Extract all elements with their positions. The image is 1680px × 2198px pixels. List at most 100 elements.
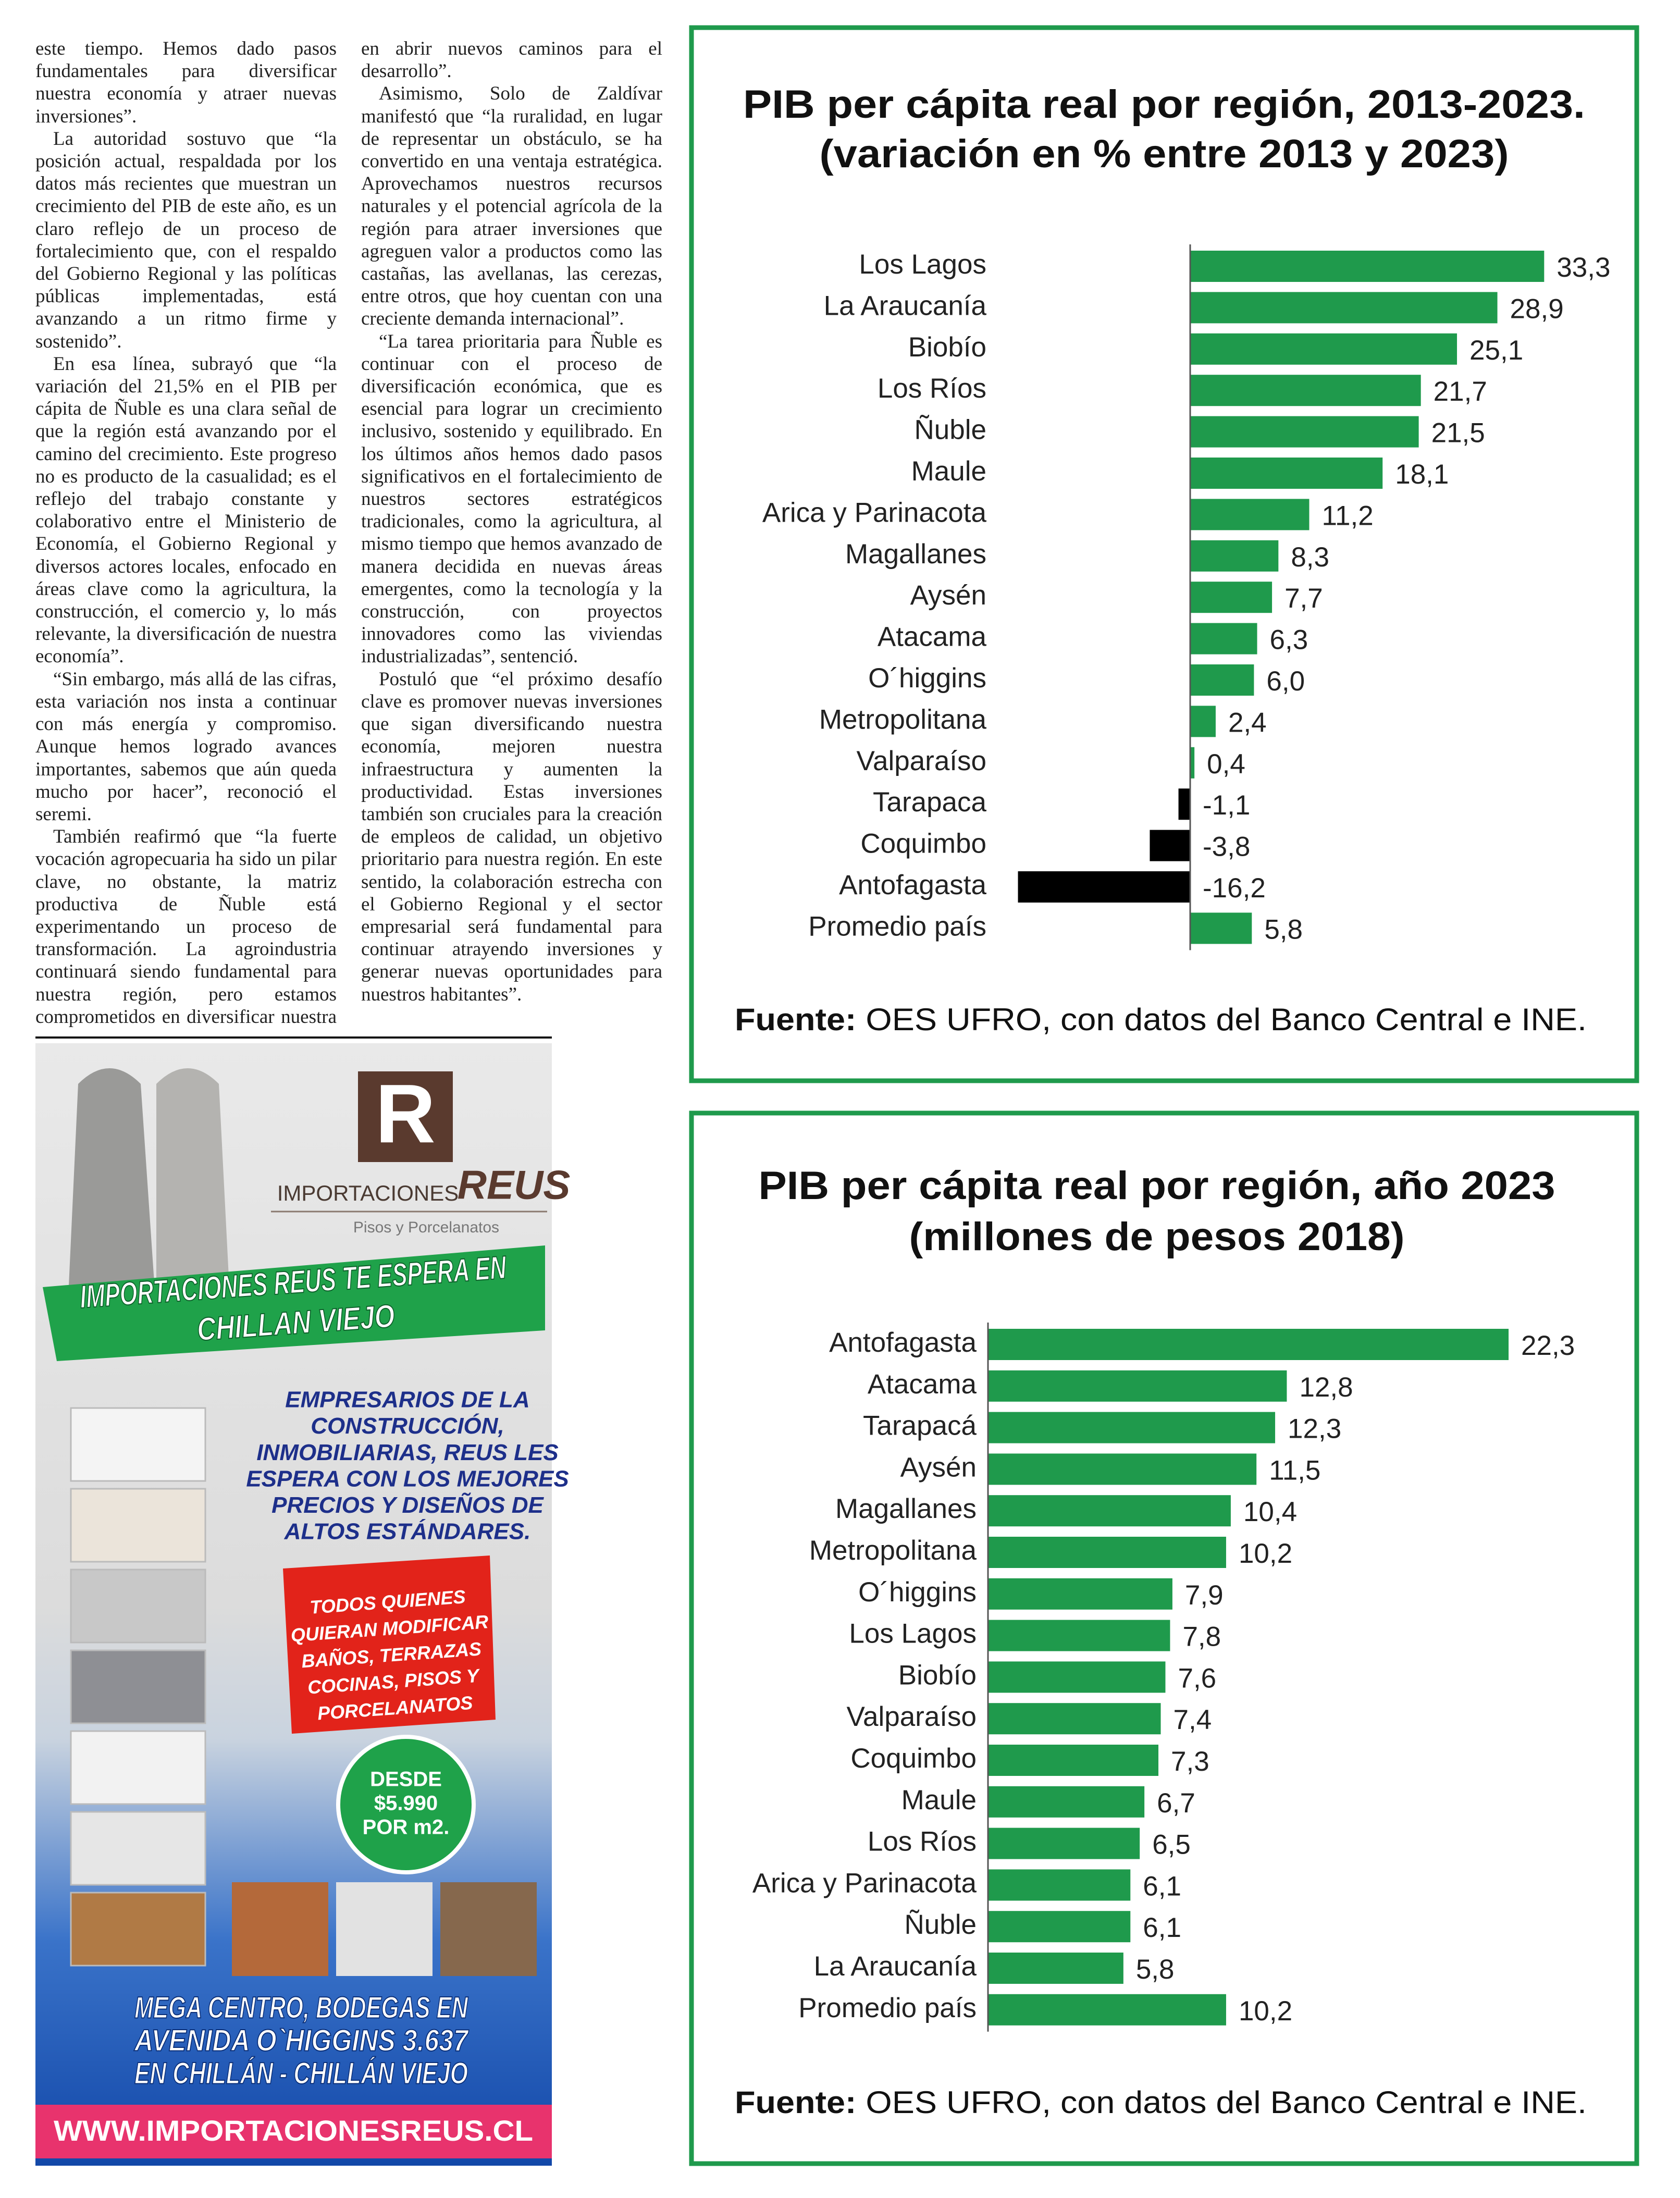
pitch-line: EMPRESARIOS DE LA xyxy=(285,1387,529,1413)
category-label: Tarapacá xyxy=(863,1411,977,1441)
category-label: Antofagasta xyxy=(839,870,986,900)
tile xyxy=(70,1649,206,1724)
bar xyxy=(988,1869,1131,1901)
category-label: Arica y Parinacota xyxy=(752,1868,977,1898)
value-label: 22,3 xyxy=(1521,1330,1575,1361)
chart-subtitle: (millones de pesos 2018) xyxy=(909,1215,1405,1259)
value-label: -1,1 xyxy=(1203,790,1250,821)
value-label: 11,5 xyxy=(1269,1455,1320,1486)
tile xyxy=(440,1882,537,1976)
tile xyxy=(232,1882,328,1976)
paragraph: En esa línea, subrayó que “la variación … xyxy=(35,353,337,668)
article-column: en abrir nuevos caminos para el desarrol… xyxy=(361,38,662,1028)
value-label: 6,7 xyxy=(1157,1788,1195,1819)
value-label: 7,9 xyxy=(1185,1580,1224,1611)
bar xyxy=(1190,664,1254,696)
bar xyxy=(988,1578,1172,1610)
bar xyxy=(1190,706,1216,737)
category-label: Coquimbo xyxy=(860,829,986,859)
category-label: Ñuble xyxy=(915,415,986,446)
category-label: Magallanes xyxy=(835,1493,977,1524)
website: WWW.IMPORTACIONESREUS.CL xyxy=(54,2114,533,2147)
price-line: $5.990 xyxy=(374,1792,438,1815)
bar xyxy=(988,1953,1123,1984)
category-label: Los Ríos xyxy=(878,373,986,404)
chart-title: PIB per cápita real por región, año 2023 xyxy=(759,1164,1555,1208)
address-line: EN CHILLÁN - CHILLÁN VIEJO xyxy=(134,2056,468,2090)
bar xyxy=(1190,251,1545,282)
value-label: 12,3 xyxy=(1288,1414,1341,1444)
article-column: este tiempo. Hemos dado pasos fundamenta… xyxy=(35,38,337,1028)
bar xyxy=(1018,871,1190,903)
value-label: 7,8 xyxy=(1182,1622,1221,1652)
offer-box xyxy=(283,1555,496,1734)
value-label: 18,1 xyxy=(1395,459,1449,490)
pitch-line: ESPERA CON LOS MEJORES xyxy=(246,1466,569,1491)
pitch-line: CONSTRUCCIÓN, xyxy=(311,1413,504,1439)
category-label: Aysén xyxy=(910,580,986,611)
category-label: Atacama xyxy=(868,1369,977,1400)
paragraph: También reafirmó que “la fuerte vocación… xyxy=(35,826,337,1028)
bar xyxy=(1150,830,1190,861)
category-label: Metropolitana xyxy=(809,1535,977,1566)
category-label: Promedio país xyxy=(808,911,986,942)
paragraph: en abrir nuevos caminos para el desarrol… xyxy=(361,38,662,82)
bar xyxy=(988,1911,1131,1943)
bar xyxy=(1178,788,1190,820)
category-label: Maule xyxy=(911,456,986,487)
logo-box xyxy=(358,1071,453,1162)
category-label: Antofagasta xyxy=(829,1327,977,1358)
bar xyxy=(988,1703,1161,1735)
category-label: Biobío xyxy=(898,1660,977,1690)
bar xyxy=(1190,582,1273,613)
value-label: 7,7 xyxy=(1284,583,1323,614)
paragraph: La autoridad sostuvo que “la posición ac… xyxy=(35,128,337,352)
bar xyxy=(1190,747,1195,779)
category-label: Los Lagos xyxy=(859,249,986,280)
brand-mark: REUS xyxy=(458,1162,571,1208)
value-label: 10,4 xyxy=(1243,1497,1297,1527)
tile xyxy=(336,1882,433,1976)
bar xyxy=(988,1620,1170,1651)
category-label: O´higgins xyxy=(858,1577,977,1608)
category-label: Magallanes xyxy=(845,539,986,570)
category-label: Valparaíso xyxy=(847,1701,977,1732)
paragraph: Asimismo, Solo de Zaldívar manifestó que… xyxy=(361,83,662,330)
category-label: O´higgins xyxy=(868,663,986,694)
logo-letter: R xyxy=(375,1067,436,1160)
brand: IMPORTACIONES xyxy=(277,1181,459,1205)
value-label: 5,8 xyxy=(1264,914,1303,945)
price-line: POR m2. xyxy=(363,1816,450,1839)
tile xyxy=(70,1407,206,1482)
category-label: La Araucanía xyxy=(814,1951,977,1982)
towel xyxy=(156,1068,229,1295)
value-label: 0,4 xyxy=(1207,749,1245,780)
tile xyxy=(70,1811,206,1886)
address-line: AVENIDA O`HIGGINS 3.637 xyxy=(133,2023,469,2057)
source-note: Fuente: OES UFRO, con datos del Banco Ce… xyxy=(735,1002,1587,1037)
source-text: OES UFRO, con datos del Banco Central e … xyxy=(856,2085,1587,2120)
value-label: 6,1 xyxy=(1143,1912,1181,1943)
bar xyxy=(1190,333,1457,365)
value-label: 10,2 xyxy=(1239,1538,1292,1569)
category-label: Coquimbo xyxy=(850,1743,977,1774)
bar xyxy=(988,1370,1287,1402)
price-line: DESDE xyxy=(370,1768,442,1791)
category-label: Maule xyxy=(901,1785,977,1816)
paragraph: Postuló que “el próximo desafío clave es… xyxy=(361,668,662,1005)
category-label: Valparaíso xyxy=(857,746,986,776)
address-line: MEGA CENTRO, BODEGAS EN xyxy=(134,1991,468,2024)
value-label: 7,4 xyxy=(1173,1705,1212,1735)
tagline: Pisos y Porcelanatos xyxy=(353,1219,499,1236)
value-label: 28,9 xyxy=(1510,293,1564,324)
value-label: 21,7 xyxy=(1434,376,1487,407)
paragraph: “Sin embargo, más allá de las cifras, es… xyxy=(35,668,337,825)
bar xyxy=(1190,623,1257,655)
value-label: 5,8 xyxy=(1136,1954,1175,1985)
pitch-line: INMOBILIARIAS, REUS LES xyxy=(256,1440,558,1465)
value-label: 11,2 xyxy=(1321,500,1373,531)
value-label: 7,3 xyxy=(1171,1746,1209,1777)
